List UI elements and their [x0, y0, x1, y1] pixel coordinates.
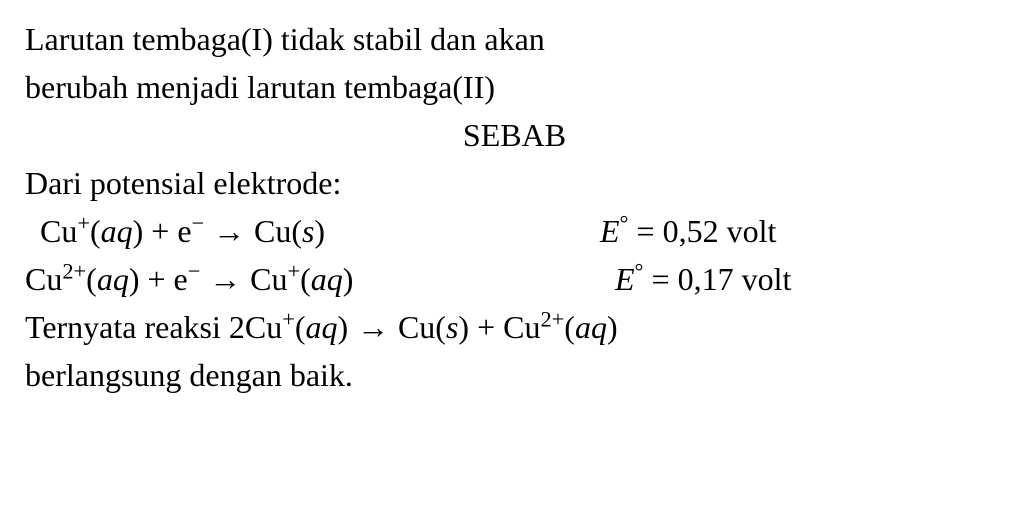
equation-2: Cu2+(aq) + e− → Cu+(aq) E° = 0,17 volt	[25, 255, 1004, 303]
sebab-label: SEBAB	[25, 111, 1004, 159]
eq1-cu: Cu	[40, 213, 77, 249]
eq2-E: E	[615, 261, 635, 297]
conclusion-prefix: Ternyata reaksi 2Cu	[25, 309, 282, 345]
eq1-electron-charge: −	[192, 210, 205, 235]
eq1-potential: E° = 0,52 volt	[600, 207, 776, 255]
eq2-potential: E° = 0,17 volt	[615, 255, 791, 303]
eq1-plus: + e	[143, 213, 191, 249]
conclusion-line-1: Ternyata reaksi 2Cu+(aq) → Cu(s) + Cu2+(…	[25, 303, 1004, 351]
eq1-degree: °	[620, 210, 629, 235]
conclusion-state1-close: )	[338, 309, 349, 345]
eq2-plus: + e	[139, 261, 187, 297]
eq2-product-state-open: (	[300, 261, 311, 297]
reason-intro: Dari potensial elektrode:	[25, 159, 1004, 207]
eq2-value: = 0,17 volt	[644, 261, 792, 297]
eq2-state: aq	[97, 261, 129, 297]
eq1-state-close: )	[133, 213, 144, 249]
eq2-degree: °	[635, 258, 644, 283]
eq1-product: Cu(	[254, 213, 302, 249]
conclusion-mid: Cu(	[398, 309, 446, 345]
eq2-charge: 2+	[62, 258, 86, 283]
eq2-product: Cu	[250, 261, 287, 297]
eq2-lhs: Cu2+(aq) + e− → Cu+(aq)	[25, 255, 615, 303]
eq2-product-state: aq	[311, 261, 343, 297]
eq1-charge: +	[77, 210, 90, 235]
eq1-state-open: (	[90, 213, 101, 249]
eq1-product-state: s	[302, 213, 314, 249]
conclusion-state2: aq	[575, 309, 607, 345]
eq2-electron-charge: −	[188, 258, 201, 283]
chemistry-problem-text: Larutan tembaga(I) tidak stabil dan akan…	[25, 15, 1004, 399]
statement-line-2: berubah menjadi larutan tembaga(II)	[25, 63, 1004, 111]
conclusion-state1-open: (	[295, 309, 306, 345]
conclusion-state2-close: )	[607, 309, 618, 345]
conclusion-s: s	[446, 309, 458, 345]
eq2-cu: Cu	[25, 261, 62, 297]
conclusion-mid2: ) + Cu	[458, 309, 540, 345]
conclusion-charge1: +	[282, 306, 295, 331]
conclusion-state1: aq	[306, 309, 338, 345]
conclusion-line-2: berlangsung dengan baik.	[25, 351, 1004, 399]
eq1-lhs: Cu+(aq) + e− → Cu(s)	[25, 207, 600, 255]
eq2-product-charge: +	[288, 258, 301, 283]
arrow-icon: →	[204, 213, 254, 249]
eq2-product-state-close: )	[343, 261, 354, 297]
arrow-icon: →	[200, 261, 250, 297]
eq2-state-close: )	[129, 261, 140, 297]
eq1-state: aq	[101, 213, 133, 249]
equation-1: Cu+(aq) + e− → Cu(s) E° = 0,52 volt	[25, 207, 1004, 255]
eq1-value: = 0,52 volt	[629, 213, 777, 249]
equation-block: Cu+(aq) + e− → Cu(s) E° = 0,52 volt Cu2+…	[25, 207, 1004, 303]
conclusion-state2-open: (	[564, 309, 575, 345]
eq1-product-close: )	[314, 213, 325, 249]
arrow-icon: →	[348, 309, 398, 345]
conclusion-charge2: 2+	[540, 306, 564, 331]
eq1-E: E	[600, 213, 620, 249]
eq2-state-open: (	[86, 261, 97, 297]
statement-line-1: Larutan tembaga(I) tidak stabil dan akan	[25, 15, 1004, 63]
